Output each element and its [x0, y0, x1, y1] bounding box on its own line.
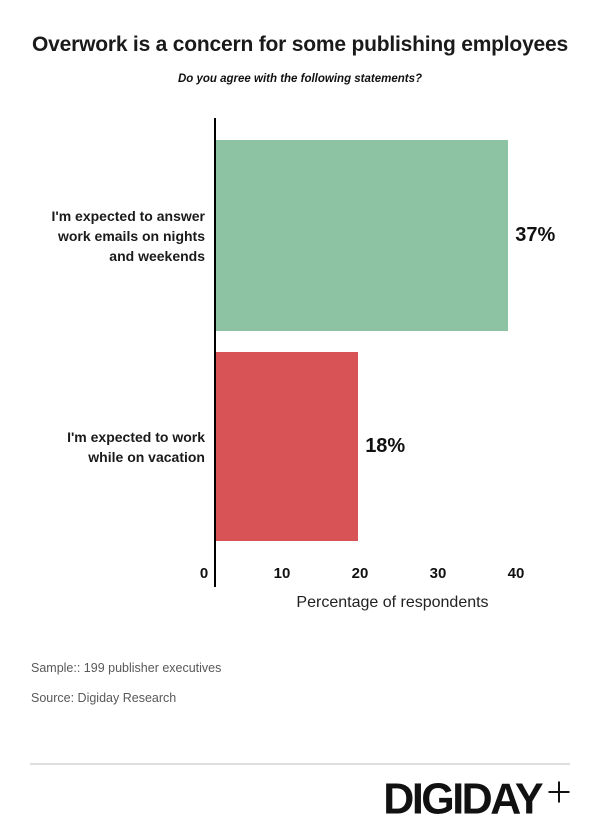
- bar-vacation: [216, 352, 359, 541]
- value-label-emails: 37%: [515, 224, 556, 246]
- x-tick-label: 0: [199, 565, 209, 582]
- x-tick-label: 10: [273, 565, 291, 582]
- y-axis-baseline: [214, 118, 216, 587]
- sample-note: Sample:: 199 publisher executives: [31, 661, 222, 675]
- x-tick-label: 40: [507, 565, 525, 582]
- category-label-vacation: I'm expected to work while on vacation: [67, 428, 205, 465]
- plus-icon: [548, 781, 570, 808]
- source-note: Source: Digiday Research: [31, 691, 177, 705]
- x-axis-title: Percentage of respondents: [296, 594, 489, 611]
- chart-title: Overwork is a concern for some publishin…: [32, 33, 568, 56]
- x-tick-label: 20: [351, 565, 369, 582]
- x-axis-ticks: 0 10 20 30 40: [0, 565, 600, 587]
- value-label-vacation: 18%: [365, 435, 406, 457]
- logo-text: DIGIDAY: [383, 774, 543, 824]
- bar-emails: [216, 140, 509, 331]
- category-label-emails: I'm expected to answer work emails on ni…: [51, 207, 206, 264]
- footer-divider: [30, 763, 570, 765]
- chart-subtitle: Do you agree with the following statemen…: [177, 73, 423, 85]
- digiday-logo: DIGIDAY: [383, 774, 570, 824]
- x-tick-label: 30: [429, 565, 447, 582]
